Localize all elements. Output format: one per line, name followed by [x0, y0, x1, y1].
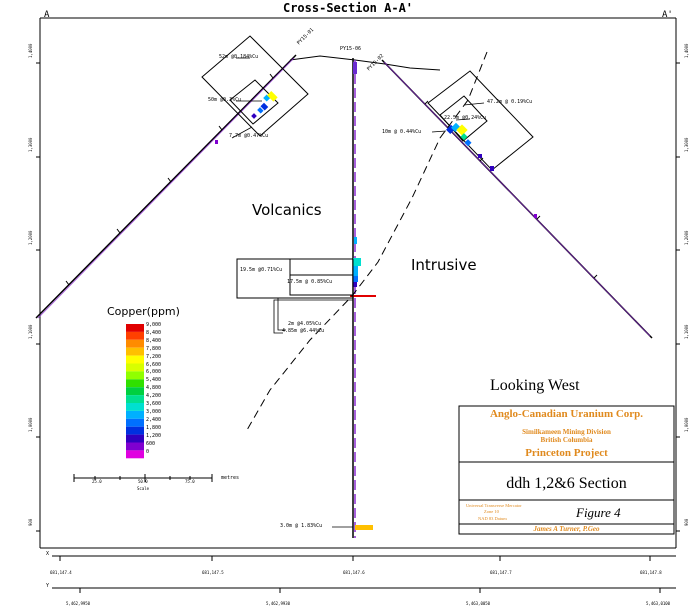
intercept-r2: 22.5m @0.24%Cu — [444, 115, 487, 121]
title-project: Princeton Project — [525, 447, 608, 459]
axis-y-tick-1: 5,462,9950 — [66, 601, 91, 606]
axis-x-tick-3: 681,147.6 — [343, 570, 365, 575]
title-section: ddh 1,2&6 Section — [506, 475, 627, 492]
legend-label: 6,000 — [146, 369, 162, 376]
legend-label: 0 — [146, 448, 150, 455]
axis-x-tick-5: 681,147.8 — [640, 570, 662, 575]
unit-label-volcanics: Volcanics — [252, 201, 322, 219]
legend-swatch — [126, 324, 144, 332]
legend-swatch — [126, 403, 144, 411]
legend-swatch — [126, 442, 144, 451]
legend-swatch — [126, 410, 144, 419]
legend-title: Copper(ppm) — [107, 305, 180, 318]
axis-y-tick-2: 5,462,9930 — [266, 601, 291, 606]
legend-label: 7,800 — [146, 345, 162, 352]
side-tick-left-4: 1,1000 — [28, 324, 33, 339]
intercept-l2: 50m @0.3%Cu — [208, 97, 242, 103]
axis-y-tick-3: 5,463,0050 — [466, 601, 491, 606]
axis-y-tick-4: 5,463,0100 — [646, 601, 671, 606]
side-tick-left-5: 1,0000 — [28, 417, 33, 432]
legend-label: 600 — [146, 440, 156, 447]
legend-label: 8,400 — [146, 329, 162, 336]
title-figure: Figure 4 — [576, 505, 621, 520]
legend-swatches — [126, 324, 144, 459]
axis-x-tick-1: 681,147.4 — [50, 570, 72, 575]
legend-label: 3,600 — [146, 401, 162, 408]
hole-label-center: PY15-06 — [340, 46, 362, 52]
legend-swatch — [126, 331, 144, 340]
axis-x-tick-4: 681,147.7 — [490, 570, 512, 575]
intercept-c5: 3.0m @ 1.83%Cu — [280, 523, 323, 529]
title-division: Similkameen Mining Division — [522, 428, 611, 436]
side-tick-right-5: 1,0000 — [684, 417, 689, 432]
contact-line — [246, 51, 488, 431]
legend-label: 2,400 — [146, 416, 162, 423]
legend-swatch — [126, 363, 144, 372]
section-corner-right: A' — [662, 10, 673, 20]
legend-swatch — [126, 418, 144, 427]
side-tick-right-2: 1,3000 — [684, 137, 689, 152]
legend-swatch — [126, 426, 144, 435]
axis-x-tick-2: 681,147.5 — [202, 570, 224, 575]
section-corner-left: A — [44, 10, 50, 20]
side-tick-left-1: 1,4000 — [28, 43, 33, 58]
scale-caption: Scale — [137, 486, 150, 491]
axis-x-letter: X — [46, 551, 50, 557]
unit-label-intrusive: Intrusive — [411, 256, 477, 274]
legend-swatch — [126, 387, 144, 396]
side-tick-left-3: 1,2000 — [28, 230, 33, 245]
title-company: Anglo-Canadian Uranium Corp. — [489, 408, 644, 420]
intercept-c4: 4.85m @6.44%Cu — [282, 328, 325, 334]
side-tick-left-6: 900 — [28, 518, 33, 526]
legend-label: 4,200 — [146, 393, 162, 400]
legend-swatch — [126, 371, 144, 380]
legend-label: 1,800 — [146, 424, 162, 431]
legend-label: 8,400 — [146, 337, 162, 344]
side-tick-right-4: 1,1000 — [684, 324, 689, 339]
scale-tick-2: 50.0 — [138, 479, 148, 484]
scale-tick-1: 25.0 — [92, 479, 102, 484]
side-tick-right-1: 1,4000 — [684, 43, 689, 58]
legend-label: 6,600 — [146, 361, 162, 368]
view-direction: Looking West — [490, 377, 580, 394]
legend-label: 4,800 — [146, 385, 162, 392]
legend-label: 9,000 — [146, 322, 162, 328]
title-datum: NAD 83 Datum — [478, 516, 507, 521]
legend-swatch — [126, 434, 144, 443]
drillhole-left-trace — [35, 54, 297, 319]
legend-swatch — [126, 450, 144, 459]
legend-swatch — [126, 347, 144, 356]
scale-tick-3: 75.0 — [185, 479, 195, 484]
side-tick-right-6: 900 — [684, 518, 689, 526]
legend-labels: 9,000 8,400 8,400 7,800 7,200 6,600 6,000 5,400… — [146, 322, 161, 456]
intercept-c1: 19.5m @0.71%Cu — [240, 267, 283, 273]
side-tick-right-3: 1,2000 — [684, 230, 689, 245]
section-title: Cross-Section A-A' — [282, 1, 414, 15]
title-projection: Universal Transverse Mercator — [466, 503, 522, 508]
legend-label: 7,200 — [146, 353, 162, 360]
intercept-c3: 2m @4.05%Cu — [288, 321, 322, 327]
scale-unit: metres — [221, 475, 240, 481]
legend-swatch — [126, 379, 144, 388]
intercept-r1: 47.2m @ 0.19%Cu — [487, 99, 533, 105]
side-tick-left-2: 1,3000 — [28, 137, 33, 152]
legend-label: 3,000 — [146, 408, 162, 415]
title-province: British Columbia — [540, 436, 593, 444]
intercept-r3: 10m @ 0.44%Cu — [382, 129, 422, 135]
axis-y-letter: Y — [46, 583, 50, 589]
intercept-l1: 52m @0.184%Cu — [219, 54, 259, 60]
legend-swatch — [126, 395, 144, 403]
intercept-l3: 7.7m @0.47%Cu — [229, 133, 269, 139]
legend-swatch — [126, 355, 144, 364]
intercept-c2: 17.5m @ 0.85%Cu — [287, 279, 333, 285]
topography-line — [289, 55, 441, 71]
legend-label: 1,200 — [146, 432, 162, 439]
legend-label: 5,400 — [146, 377, 162, 384]
legend-swatch — [126, 339, 144, 348]
title-zone: Zone 10 — [484, 509, 499, 514]
title-author: James A Turner, P.Geo — [533, 525, 600, 533]
